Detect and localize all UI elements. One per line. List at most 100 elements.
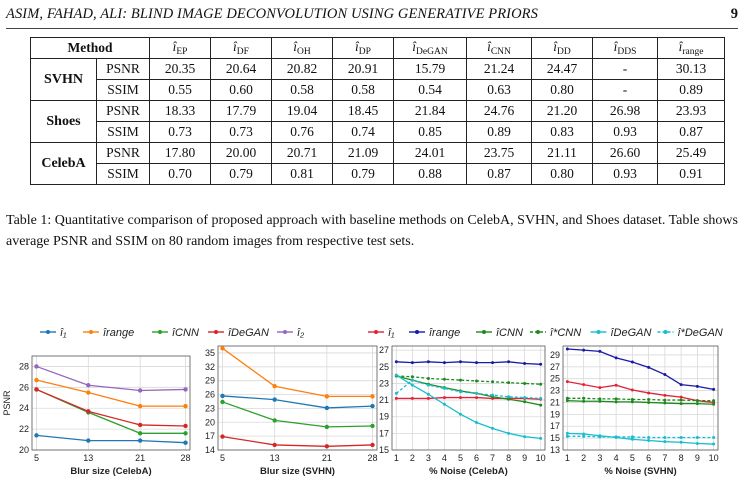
data-point <box>598 386 602 390</box>
x-tick-label: 8 <box>679 453 684 463</box>
legend-item: î*DeGAN <box>657 327 723 339</box>
data-point <box>663 440 667 444</box>
series-4 <box>394 374 543 386</box>
data-point <box>507 381 511 385</box>
data-point <box>394 391 398 395</box>
table-cell: 0.58 <box>332 79 394 101</box>
table-cell: 21.20 <box>531 100 593 122</box>
data-point <box>86 438 91 443</box>
table-cell: 24.76 <box>466 100 532 122</box>
data-point <box>86 390 91 395</box>
x-tick-label: 4 <box>442 453 447 463</box>
column-header: îDD <box>531 37 593 59</box>
series-line <box>567 435 714 439</box>
series-line <box>396 375 541 385</box>
data-point <box>475 391 479 395</box>
series-1 <box>220 393 375 411</box>
data-point <box>475 396 479 400</box>
table-cell: - <box>592 58 658 80</box>
data-point <box>695 436 699 440</box>
data-point <box>630 435 634 439</box>
table-cell: 0.93 <box>592 121 658 143</box>
data-point <box>324 394 330 399</box>
table-cell: 30.13 <box>657 58 725 80</box>
table-cell: 20.91 <box>332 58 394 80</box>
legend-item: î*CNN <box>530 327 581 339</box>
data-point <box>324 405 330 411</box>
legend-label: îCNN <box>496 327 523 339</box>
y-tick-label: 25 <box>379 362 389 372</box>
data-point <box>695 402 699 406</box>
table-cell: - <box>592 79 658 101</box>
table-header-row: Method îEP îDF îOH îDP îDeGAN îCNN îDD î… <box>30 37 725 59</box>
data-point <box>34 377 39 383</box>
dataset-label: CelebA <box>29 142 98 185</box>
data-point <box>491 393 495 397</box>
data-point <box>507 360 511 364</box>
table-cell: 20.64 <box>210 58 272 80</box>
legend-label: îDeGAN <box>228 327 269 339</box>
x-axis-label: % Noise (SVHN) <box>604 466 676 477</box>
data-point <box>442 377 446 381</box>
series-line <box>222 435 373 447</box>
data-point <box>565 380 569 384</box>
series-1 <box>34 433 188 445</box>
data-point <box>137 403 143 409</box>
data-point <box>598 399 602 403</box>
table-cell: 0.88 <box>393 163 467 185</box>
x-tick-label: 1 <box>394 453 399 463</box>
data-point <box>458 378 462 382</box>
chart-panel-1: 20 22 24 26 28 5 13 21 28 Blur size (CelebA) PSNR <box>2 355 191 477</box>
data-point <box>523 381 527 385</box>
series-2 <box>394 360 543 366</box>
data-point <box>183 431 188 436</box>
x-tick-label: 5 <box>630 453 635 463</box>
x-tick-label: 5 <box>34 453 39 463</box>
legend-label: îrange <box>429 327 460 339</box>
plot-frame <box>562 345 719 451</box>
table-cell: 0.74 <box>332 121 394 143</box>
legend-left: î₁ îrange îCNN îDeGAN î₂ <box>40 327 305 339</box>
series-line <box>36 434 186 444</box>
data-point <box>614 400 618 404</box>
data-point <box>630 400 634 404</box>
data-point <box>539 362 543 366</box>
series-3 <box>220 399 375 430</box>
table-cell: 24.01 <box>393 142 467 164</box>
x-tick-label: 8 <box>506 453 511 463</box>
data-point <box>679 402 683 406</box>
series-3 <box>565 399 716 406</box>
data-point <box>410 361 414 365</box>
x-axis-label: Blur size (SVHN) <box>260 466 335 477</box>
table-cell: 0.89 <box>657 79 725 101</box>
legend-marker <box>374 330 378 334</box>
data-point <box>458 360 462 364</box>
data-point <box>663 393 667 397</box>
table-cell: 25.49 <box>657 142 725 164</box>
data-point <box>630 437 634 441</box>
data-point <box>582 348 586 352</box>
y-tick-label: 21 <box>550 397 560 407</box>
page-number: 9 <box>730 6 738 22</box>
data-point <box>220 399 225 405</box>
data-point <box>410 375 414 379</box>
series-2 <box>34 377 188 409</box>
x-tick-label: 10 <box>536 453 546 463</box>
data-point <box>394 373 398 377</box>
table-row: SVHN PSNR 20.35 20.64 20.82 20.91 15.79 21.24 24… <box>29 58 725 101</box>
x-tick-label: 10 <box>709 453 719 463</box>
x-axis-label: Blur size (CelebA) <box>70 466 151 477</box>
method-header: Method <box>30 37 150 59</box>
table-cell: 0.58 <box>271 79 333 101</box>
legend-marker <box>89 330 93 334</box>
data-point <box>220 346 225 351</box>
legend-marker <box>536 330 540 334</box>
data-point <box>523 400 527 404</box>
table-cell: 20.71 <box>271 142 333 164</box>
legend-marker <box>158 330 162 334</box>
data-point <box>582 396 586 400</box>
data-point <box>272 442 277 448</box>
data-point <box>539 396 543 400</box>
legend-item: îCNN <box>476 327 523 339</box>
plot-frame <box>391 345 546 451</box>
